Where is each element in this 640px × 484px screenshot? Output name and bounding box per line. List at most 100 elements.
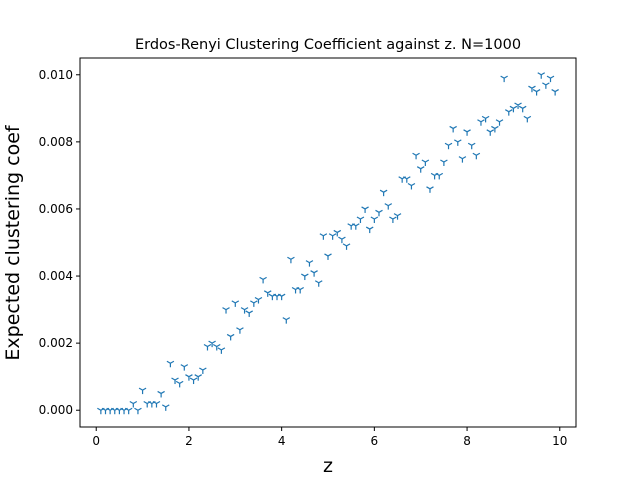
data-point [305, 260, 314, 267]
data-point [314, 280, 323, 287]
data-points [97, 72, 559, 415]
data-point [185, 374, 193, 381]
data-point [138, 387, 147, 395]
data-point [324, 253, 332, 260]
data-point [250, 300, 258, 307]
data-point [282, 317, 291, 324]
data-point [236, 327, 244, 334]
data-point [467, 142, 476, 150]
data-point [240, 307, 249, 314]
data-point [254, 297, 263, 304]
data-point [129, 400, 138, 408]
x-axis-label: z [323, 455, 333, 477]
plot-background [80, 58, 576, 427]
data-point [199, 367, 207, 374]
x-tick-label: 6 [371, 434, 379, 448]
data-point [463, 129, 471, 136]
data-point [472, 152, 481, 160]
data-point [504, 109, 513, 116]
data-point [319, 233, 328, 240]
data-point [384, 203, 393, 210]
data-point [514, 102, 522, 109]
data-point [500, 75, 508, 83]
data-point [277, 293, 286, 301]
y-tick-label: 0.000 [39, 403, 73, 417]
data-point [435, 172, 444, 180]
data-point [338, 236, 346, 244]
data-point [287, 256, 295, 264]
data-point [175, 380, 184, 388]
chart-title: Erdos-Renyi Clustering Coefficient again… [135, 37, 521, 53]
x-tick-label: 4 [278, 434, 286, 448]
data-point [226, 333, 235, 341]
data-point [222, 307, 230, 314]
data-point [551, 89, 559, 96]
data-point [157, 390, 165, 398]
x-tick-label: 8 [463, 434, 471, 448]
data-point [403, 176, 411, 183]
data-point [416, 166, 425, 173]
data-point [477, 119, 485, 126]
data-point [134, 407, 142, 415]
plot-area [80, 58, 576, 427]
data-point [203, 343, 212, 351]
data-point [537, 72, 546, 79]
axes: 0 2 4 6 8 10 0.000 0.002 0.004 0.006 0.008 0.010 [39, 57, 577, 448]
data-point [342, 243, 351, 250]
data-point [444, 142, 453, 150]
data-point [389, 216, 397, 224]
data-point [453, 139, 462, 146]
data-point [124, 407, 133, 415]
data-point [296, 286, 304, 294]
data-point [532, 89, 541, 96]
data-point [212, 343, 221, 351]
data-point [440, 159, 448, 166]
data-point [523, 115, 532, 123]
axes-frame [79, 57, 577, 428]
data-point [542, 82, 550, 89]
x-tick-label: 10 [552, 434, 567, 448]
data-point [310, 270, 318, 277]
data-point [546, 75, 555, 83]
data-point [370, 216, 379, 224]
data-point [301, 273, 309, 281]
data-point [328, 233, 337, 240]
data-point [259, 276, 267, 284]
data-point [180, 364, 189, 371]
data-point [231, 300, 240, 307]
data-point [481, 115, 490, 123]
y-axis-label: Expected clustering coef [2, 124, 24, 360]
data-point [421, 159, 430, 166]
data-point [194, 374, 203, 381]
data-point [152, 400, 161, 408]
data-point [426, 186, 434, 193]
data-point [161, 404, 170, 411]
data-point [393, 213, 402, 220]
data-point [491, 125, 499, 133]
data-point [528, 85, 536, 93]
x-tick-label: 2 [185, 434, 193, 448]
data-point [509, 105, 518, 113]
data-point [407, 182, 416, 190]
data-point [333, 229, 342, 237]
data-point [365, 226, 374, 234]
data-point [356, 216, 365, 224]
y-tick-label: 0.006 [39, 202, 73, 216]
data-point [458, 156, 467, 163]
data-point [375, 209, 383, 217]
data-point [449, 125, 457, 133]
data-point [518, 105, 527, 113]
data-point [352, 223, 360, 230]
data-point [166, 360, 175, 368]
y-tick-label: 0.010 [39, 68, 73, 82]
data-point [263, 290, 272, 297]
data-point [495, 119, 504, 126]
y-tick-label: 0.008 [39, 135, 73, 149]
x-tick-label: 0 [92, 434, 100, 448]
data-point [245, 310, 253, 317]
data-point [208, 340, 216, 348]
data-point [361, 206, 369, 213]
data-point [412, 152, 420, 160]
